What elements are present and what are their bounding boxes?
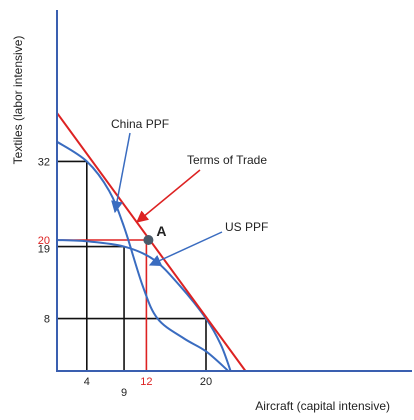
point-a-marker [143, 235, 154, 245]
x-tick-9: 9 [121, 387, 127, 399]
terms-of-trade-label: Terms of Trade [187, 153, 267, 167]
x-tick-4: 4 [84, 376, 90, 388]
china-ppf-arrow [111, 132, 131, 214]
x-axis-label: Aircraft (capital intensive) [255, 399, 390, 413]
us-ppf-arrow [148, 231, 223, 266]
y-tick-32: 32 [38, 156, 50, 168]
us-ppf-curve [56, 239, 232, 372]
y-tick-8: 8 [44, 314, 50, 326]
us-ppf-label: US PPF [225, 220, 268, 234]
y-tick-19: 19 [38, 244, 50, 256]
y-axis-label: Textiles (labor intensive) [11, 36, 25, 165]
x-tick-12: 12 [140, 376, 152, 388]
china-ppf-curve [56, 140, 230, 372]
china-ppf-label: China PPF [111, 117, 169, 131]
x-tick-20: 20 [200, 376, 212, 388]
terms-of-trade-arrow [136, 169, 201, 223]
y-tick-20: 20 [38, 235, 50, 247]
point-a-label: A [156, 223, 166, 239]
